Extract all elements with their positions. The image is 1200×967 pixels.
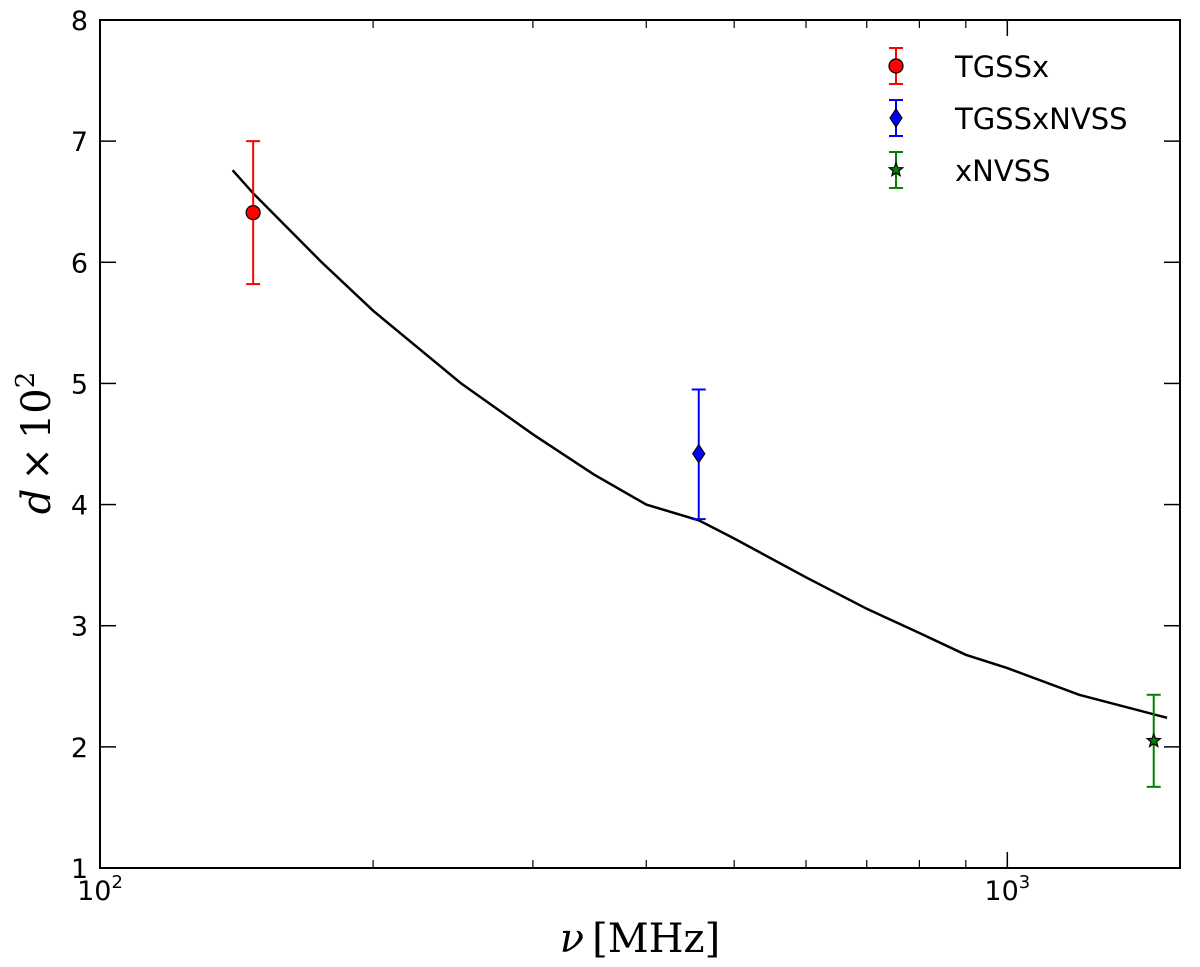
y-tick-label: 4 <box>71 491 88 522</box>
y-tick-label: 5 <box>71 369 88 400</box>
y-tick-label: 8 <box>71 6 88 37</box>
data-point <box>1145 732 1163 748</box>
legend-marker <box>888 58 904 74</box>
axes-frame <box>99 19 1181 869</box>
series-tgssxnvss <box>691 388 706 521</box>
data-point <box>245 205 261 221</box>
legend-label: TGSSx <box>954 50 1049 84</box>
plot-frame <box>99 19 1181 869</box>
y-axis: 1 2 3 4 5 6 7 8 <box>71 6 1180 885</box>
legend-item: TGSSxNVSS <box>889 99 1128 137</box>
y-tick-label: 7 <box>71 127 88 158</box>
y-axis-title: d×102 <box>11 372 60 515</box>
series-xnvss <box>1145 693 1163 788</box>
legend-label: xNVSS <box>955 154 1051 188</box>
y-tick-label: 3 <box>71 612 88 643</box>
series-tgssx <box>245 140 261 286</box>
data-point <box>692 443 706 464</box>
y-tick-label: 6 <box>71 248 88 279</box>
y-tick-label: 2 <box>71 733 88 764</box>
y-tick-label: 1 <box>71 854 88 885</box>
x-tick-label: 102 <box>77 872 123 907</box>
x-axis-title: ν [MHz] <box>560 916 720 962</box>
legend-marker <box>887 161 905 178</box>
legend-label: TGSSxNVSS <box>954 102 1128 136</box>
legend-item: TGSSx <box>888 47 1049 85</box>
x-tick-label: 103 <box>984 872 1030 907</box>
legend-item: xNVSS <box>887 151 1051 189</box>
legend-marker <box>889 107 903 129</box>
x-axis: 102 103 <box>77 20 1030 907</box>
fit-curve-layer <box>231 169 1168 720</box>
legend: TGSSx TGSSxNVSS xNVSS <box>887 47 1128 189</box>
data-points-layer <box>245 140 1163 788</box>
fit-curve <box>231 169 1168 720</box>
